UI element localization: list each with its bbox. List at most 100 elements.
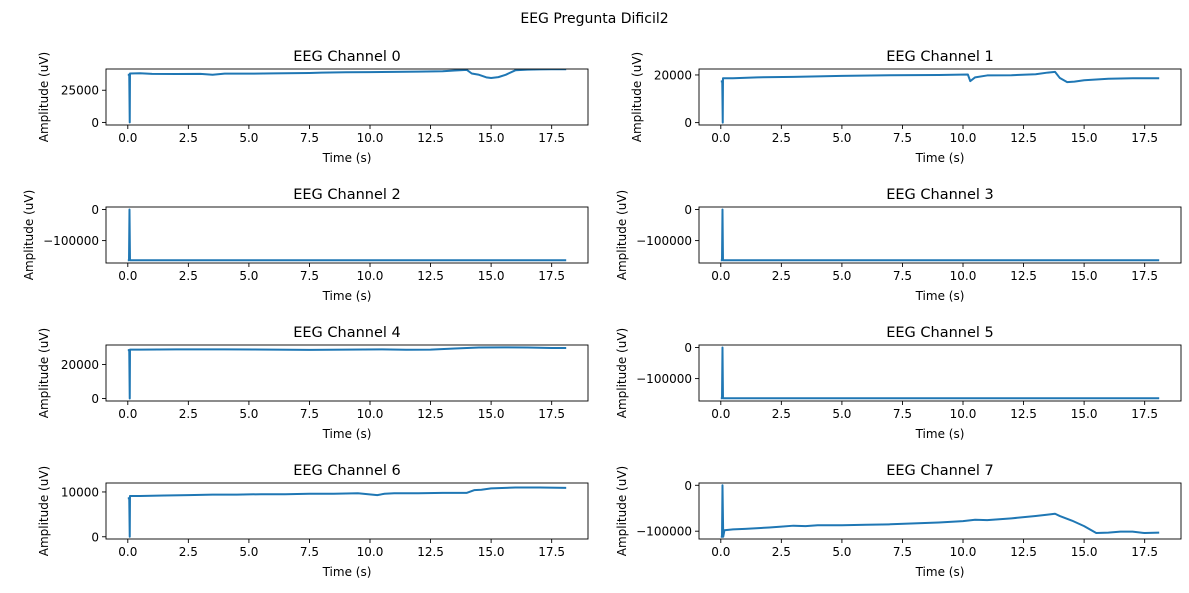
- x-tick-label: 17.5: [1131, 269, 1158, 283]
- x-tick-label: 5.0: [239, 269, 258, 283]
- x-tick-label: 17.5: [1131, 131, 1158, 145]
- y-axis-label: Amplitude (uV): [615, 466, 629, 557]
- y-tick-label: 10000: [61, 485, 99, 499]
- y-tick-label: −100000: [43, 234, 99, 248]
- y-tick-label: −100000: [636, 372, 692, 386]
- signal-line: [127, 69, 567, 124]
- y-axis-label: Amplitude (uV): [630, 52, 644, 143]
- signal-line: [127, 486, 567, 538]
- eeg-channel-panel: EEG Channel 6 0.0 2.5 5.0 7.5 10.0 12.5 15.0 17.…: [37, 463, 589, 579]
- x-tick-label: 7.5: [893, 545, 912, 559]
- axes-frame: [698, 344, 1182, 402]
- x-tick-label: 15.0: [478, 545, 505, 559]
- x-tick-label: 10.0: [357, 407, 384, 421]
- x-tick-label: 15.0: [478, 131, 505, 145]
- x-tick-label: 7.5: [300, 131, 319, 145]
- x-axis-label: Time (s): [322, 289, 372, 303]
- panel-title: EEG Channel 3: [886, 187, 994, 203]
- x-tick-label: 12.5: [417, 545, 444, 559]
- x-tick-label: 12.5: [417, 407, 444, 421]
- x-tick-label: 2.5: [772, 407, 791, 421]
- x-tick-label: 12.5: [417, 269, 444, 283]
- axes-frame: [698, 68, 1182, 126]
- x-axis-label: Time (s): [915, 151, 965, 165]
- x-tick-label: 2.5: [772, 545, 791, 559]
- signal-line: [720, 484, 1160, 538]
- x-tick-label: 0.0: [711, 269, 730, 283]
- y-axis-label: Amplitude (uV): [37, 466, 51, 557]
- x-tick-label: 0.0: [711, 407, 730, 421]
- x-axis-label: Time (s): [915, 427, 965, 441]
- x-tick-label: 7.5: [300, 269, 319, 283]
- x-tick-label: 5.0: [239, 545, 258, 559]
- x-tick-label: 0.0: [118, 545, 137, 559]
- axes-frame: [105, 482, 589, 540]
- x-tick-label: 10.0: [357, 545, 384, 559]
- x-tick-label: 7.5: [893, 407, 912, 421]
- signal-line: [127, 346, 567, 400]
- x-tick-label: 17.5: [1131, 407, 1158, 421]
- eeg-channel-panel: EEG Channel 0 0.0 2.5 5.0 7.5 10.0 12.5 15.0 17.…: [37, 49, 589, 165]
- x-tick-label: 10.0: [950, 407, 977, 421]
- y-tick-label: 0: [91, 203, 99, 217]
- y-tick-label: 0: [684, 341, 692, 355]
- y-tick-label: 0: [684, 479, 692, 493]
- signal-line: [720, 70, 1160, 124]
- y-tick-label: 0: [684, 203, 692, 217]
- axes-frame: [105, 68, 589, 126]
- y-axis-label: Amplitude (uV): [615, 190, 629, 281]
- y-tick-label: 0: [91, 116, 99, 130]
- x-tick-label: 15.0: [1071, 131, 1098, 145]
- x-axis-label: Time (s): [915, 565, 965, 579]
- x-tick-label: 10.0: [950, 269, 977, 283]
- axes-frame: [698, 206, 1182, 264]
- y-tick-label: 0: [91, 392, 99, 406]
- panel-title: EEG Channel 0: [293, 49, 401, 65]
- x-tick-label: 0.0: [711, 545, 730, 559]
- signal-line: [720, 208, 1160, 262]
- y-tick-label: −100000: [636, 525, 692, 539]
- panel-title: EEG Channel 1: [886, 49, 994, 65]
- x-axis-label: Time (s): [322, 565, 372, 579]
- panel-title: EEG Channel 5: [886, 325, 994, 341]
- x-tick-label: 5.0: [239, 131, 258, 145]
- x-tick-label: 5.0: [832, 407, 851, 421]
- x-tick-label: 2.5: [179, 131, 198, 145]
- x-tick-label: 7.5: [893, 131, 912, 145]
- x-tick-label: 0.0: [118, 407, 137, 421]
- eeg-channel-panel: EEG Channel 4 0.0 2.5 5.0 7.5 10.0 12.5 15.0 17.…: [37, 325, 589, 441]
- signal-line: [127, 208, 567, 262]
- x-tick-label: 2.5: [179, 269, 198, 283]
- eeg-channel-panel: EEG Channel 5 0.0 2.5 5.0 7.5 10.0 12.5 15.0 17.…: [615, 325, 1182, 441]
- axes-frame: [105, 206, 589, 264]
- x-tick-label: 10.0: [357, 269, 384, 283]
- x-tick-label: 7.5: [893, 269, 912, 283]
- x-tick-label: 0.0: [118, 131, 137, 145]
- x-tick-label: 15.0: [478, 269, 505, 283]
- x-tick-label: 5.0: [832, 131, 851, 145]
- panel-title: EEG Channel 4: [293, 325, 401, 341]
- figure-suptitle: EEG Pregunta Dificil2: [520, 11, 668, 27]
- eeg-channel-panel: EEG Channel 1 0.0 2.5 5.0 7.5 10.0 12.5 15.0 17.…: [630, 49, 1182, 165]
- x-tick-label: 10.0: [950, 545, 977, 559]
- x-tick-label: 12.5: [1010, 269, 1037, 283]
- y-axis-label: Amplitude (uV): [615, 328, 629, 419]
- x-tick-label: 17.5: [538, 407, 565, 421]
- x-tick-label: 2.5: [179, 545, 198, 559]
- y-axis-label: Amplitude (uV): [37, 328, 51, 419]
- y-axis-label: Amplitude (uV): [37, 52, 51, 143]
- x-tick-label: 2.5: [179, 407, 198, 421]
- x-tick-label: 12.5: [1010, 545, 1037, 559]
- x-tick-label: 2.5: [772, 269, 791, 283]
- x-tick-label: 17.5: [538, 131, 565, 145]
- x-tick-label: 2.5: [772, 131, 791, 145]
- y-tick-label: 20000: [61, 358, 99, 372]
- x-tick-label: 0.0: [118, 269, 137, 283]
- x-axis-label: Time (s): [915, 289, 965, 303]
- y-tick-label: 20000: [654, 68, 692, 82]
- x-tick-label: 10.0: [357, 131, 384, 145]
- panel-title: EEG Channel 6: [293, 463, 401, 479]
- x-tick-label: 15.0: [478, 407, 505, 421]
- x-tick-label: 15.0: [1071, 545, 1098, 559]
